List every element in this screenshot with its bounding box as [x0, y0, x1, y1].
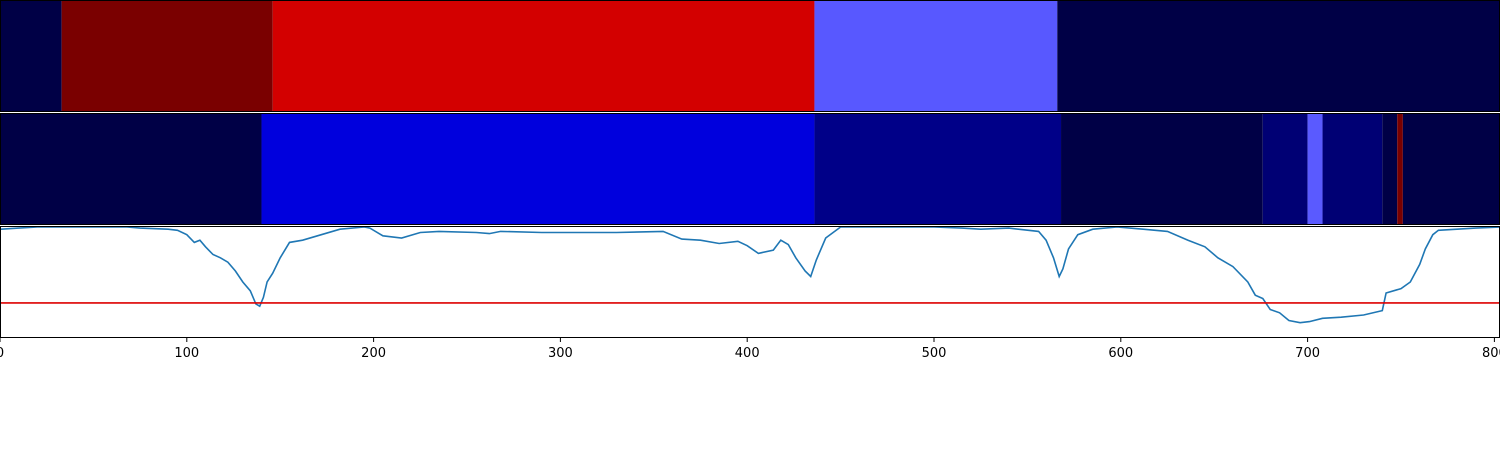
- band-middle-segment-8: [1397, 114, 1403, 225]
- signal-line-0: [1, 227, 1499, 324]
- band-top-segment-0: [0, 1, 62, 112]
- band-middle-segment-0: [0, 114, 262, 225]
- band-middle-segment-3: [1061, 114, 1263, 225]
- band-top: [0, 1, 1500, 112]
- x-tick-label-3: 300: [548, 346, 573, 361]
- band-top-segment-1: [61, 1, 273, 112]
- x-tick-label-2: 200: [361, 346, 386, 361]
- x-tick-label-8: 800: [1482, 346, 1500, 361]
- band-middle-segment-6: [1322, 114, 1383, 225]
- x-tick-label-7: 700: [1295, 346, 1320, 361]
- signal-plot-area: [1, 227, 1499, 324]
- band-middle-segment-5: [1307, 114, 1323, 225]
- x-tick-label-4: 400: [735, 346, 760, 361]
- band-top-segment-3: [814, 1, 1058, 112]
- signal-axes-frame: [0, 226, 1500, 338]
- x-tick-label-5: 500: [922, 346, 947, 361]
- x-axis: 0 100 200 300 400 500 600 700 800: [0, 338, 1500, 361]
- band-top-segment-2: [272, 1, 815, 112]
- band-middle-segment-9: [1402, 114, 1500, 225]
- x-tick-label-6: 600: [1108, 346, 1133, 361]
- band-middle-segment-4: [1262, 114, 1308, 225]
- band-middle: [0, 114, 1500, 225]
- signal-panel: 0 100 200 300 400 500 600 700 800: [0, 226, 1500, 361]
- x-tick-label-1: 100: [174, 346, 199, 361]
- band-middle-segment-1: [261, 114, 815, 225]
- band-middle-segment-7: [1382, 114, 1398, 225]
- x-tick-label-0: 0: [0, 346, 4, 361]
- band-top-segment-4: [1057, 1, 1500, 112]
- band-middle-segment-2: [814, 114, 1062, 225]
